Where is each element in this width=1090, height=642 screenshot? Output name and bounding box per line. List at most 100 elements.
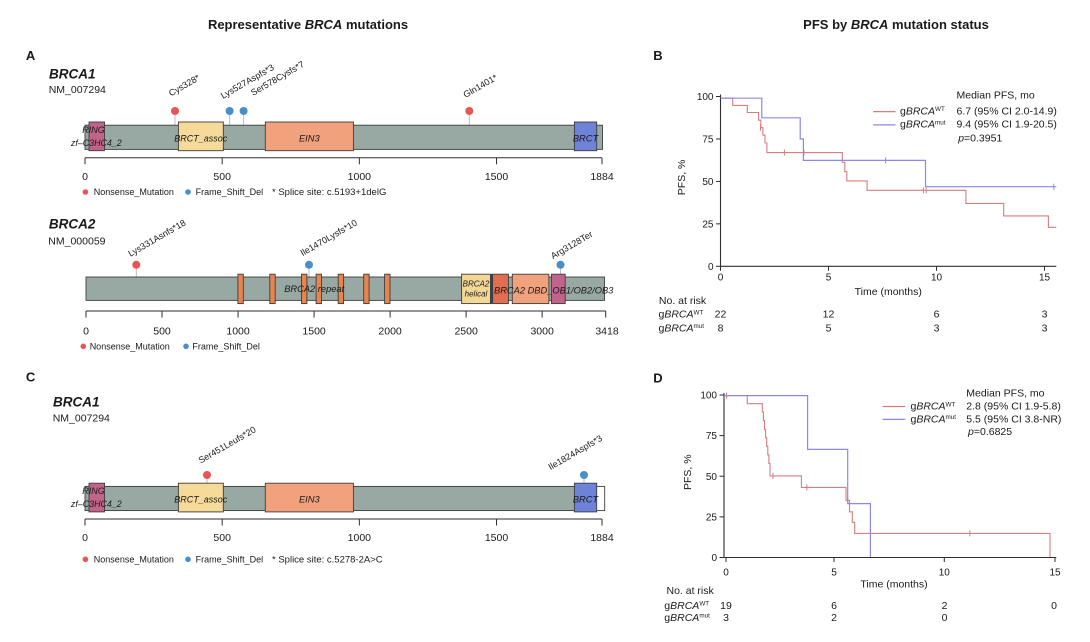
svg-text:10: 10 [939,567,951,578]
svg-text:3418: 3418 [595,326,619,338]
svg-text:3: 3 [1042,322,1048,334]
svg-text:1000: 1000 [348,171,372,183]
svg-text:3: 3 [934,322,940,334]
svg-text:p=0.3951: p=0.3951 [957,133,1002,145]
svg-text:PFS by BRCA mutation status: PFS by BRCA mutation status [803,17,989,32]
svg-text:NM_007294: NM_007294 [49,84,106,96]
svg-text:Representative BRCA mutations: Representative BRCA mutations [208,17,408,32]
svg-text:0: 0 [723,567,729,578]
svg-text:BRCA2: BRCA2 [49,217,96,232]
svg-text:D: D [653,370,662,385]
svg-text:Time (months): Time (months) [860,578,927,590]
svg-text:Nonsense_Mutation: Nonsense_Mutation [94,555,174,565]
svg-text:3: 3 [1042,309,1048,321]
svg-text:BRCT: BRCT [573,495,600,505]
svg-text:1500: 1500 [302,326,326,338]
svg-text:0: 0 [1051,600,1057,612]
svg-text:75: 75 [702,135,714,146]
svg-text:gBRCAWT: gBRCAWT [664,600,709,612]
svg-text:50: 50 [702,177,714,188]
svg-text:Frame_Shift_Del: Frame_Shift_Del [192,342,260,352]
svg-text:1000: 1000 [348,532,372,544]
svg-text:5: 5 [831,567,837,578]
svg-text:5.5 (95% CI 3.8-NR): 5.5 (95% CI 3.8-NR) [966,414,1061,426]
svg-text:gBRCAmut: gBRCAmut [659,322,705,334]
svg-text:1884: 1884 [590,171,614,183]
svg-text:gBRCAWT: gBRCAWT [900,105,945,117]
svg-text:100: 100 [700,391,717,402]
svg-text:50: 50 [706,472,718,483]
svg-text:BRCT: BRCT [573,134,600,144]
svg-text:BRCA1: BRCA1 [49,67,96,82]
svg-text:No. at risk: No. at risk [659,295,707,307]
svg-text:* Splice site: c.5193+1delG: * Splice site: c.5193+1delG [272,187,386,198]
svg-text:No. at risk: No. at risk [667,585,715,597]
svg-text:5: 5 [826,322,832,334]
svg-text:Median PFS, mo: Median PFS, mo [966,388,1044,400]
svg-text:PFS, %: PFS, % [676,160,688,196]
svg-text:0: 0 [83,326,89,338]
svg-text:gBRCAWT: gBRCAWT [659,309,704,321]
svg-text:Frame_Shift_Del: Frame_Shift_Del [196,555,264,565]
svg-text:C: C [26,370,36,385]
svg-text:6: 6 [934,309,940,321]
svg-text:75: 75 [706,431,718,442]
svg-text:8: 8 [718,322,724,334]
svg-text:500: 500 [213,171,231,183]
svg-text:0: 0 [942,612,948,624]
svg-text:* Splice site: c.5278-2A>C: * Splice site: c.5278-2A>C [272,555,383,566]
svg-text:2500: 2500 [454,326,478,338]
svg-text:2.8 (95% CI 1.9-5.8): 2.8 (95% CI 1.9-5.8) [966,401,1061,413]
svg-text:15: 15 [1039,273,1051,284]
svg-text:2: 2 [831,612,837,624]
svg-text:19: 19 [720,600,732,612]
svg-text:12: 12 [823,309,835,321]
svg-text:10: 10 [931,273,943,284]
svg-text:9.4 (95% CI 1.9-20.5): 9.4 (95% CI 1.9-20.5) [957,119,1057,131]
svg-text:BRCT_assoc: BRCT_assoc [174,495,228,505]
svg-text:BRCA1: BRCA1 [53,395,100,410]
svg-text:15: 15 [1049,567,1061,578]
svg-text:zf–C3HC4_2: zf–C3HC4_2 [70,499,122,509]
svg-text:0: 0 [718,273,724,284]
svg-text:0: 0 [711,553,717,564]
svg-text:helical: helical [465,289,488,298]
svg-text:2: 2 [942,600,948,612]
svg-text:Nonsense_Mutation: Nonsense_Mutation [94,187,174,197]
svg-text:Time (months): Time (months) [855,286,922,298]
svg-text:0: 0 [708,262,714,273]
svg-text:EIN3: EIN3 [299,495,320,505]
svg-text:3000: 3000 [530,326,554,338]
svg-text:6: 6 [831,600,837,612]
svg-text:Frame_Shift_Del: Frame_Shift_Del [196,187,264,197]
svg-text:1500: 1500 [485,171,509,183]
svg-text:BRCA2: BRCA2 [463,280,490,289]
svg-text:25: 25 [706,512,718,523]
svg-text:0: 0 [82,171,88,183]
svg-text:500: 500 [153,326,171,338]
svg-text:100: 100 [697,92,714,103]
svg-text:1000: 1000 [226,326,250,338]
svg-text:EIN3: EIN3 [299,134,320,144]
svg-text:BRCA2 repeat: BRCA2 repeat [284,284,344,294]
svg-text:gBRCAmut: gBRCAmut [900,119,946,131]
svg-text:Median PFS, mo: Median PFS, mo [957,90,1035,102]
svg-text:0: 0 [82,532,88,544]
svg-text:BRCT_assoc: BRCT_assoc [174,134,228,144]
svg-text:NM_000059: NM_000059 [48,235,105,247]
svg-text:RING: RING [82,486,105,496]
svg-text:zf–C3HC4_2: zf–C3HC4_2 [70,138,122,148]
svg-text:p=0.6825: p=0.6825 [967,426,1012,438]
svg-text:1500: 1500 [485,532,509,544]
svg-text:500: 500 [213,532,231,544]
svg-text:Nonsense_Mutation: Nonsense_Mutation [90,342,170,352]
svg-text:RING: RING [82,125,105,135]
svg-text:A: A [26,48,36,63]
svg-text:2000: 2000 [378,326,402,338]
svg-text:25: 25 [702,219,714,230]
svg-text:NM_007294: NM_007294 [53,412,110,424]
svg-text:6.7 (95% CI 2.0-14.9): 6.7 (95% CI 2.0-14.9) [957,105,1057,117]
svg-text:PFS, %: PFS, % [682,454,694,490]
svg-text:3: 3 [723,612,729,624]
svg-text:BRCA2 DBD_OB1/OB2/OB3: BRCA2 DBD_OB1/OB2/OB3 [494,286,614,296]
